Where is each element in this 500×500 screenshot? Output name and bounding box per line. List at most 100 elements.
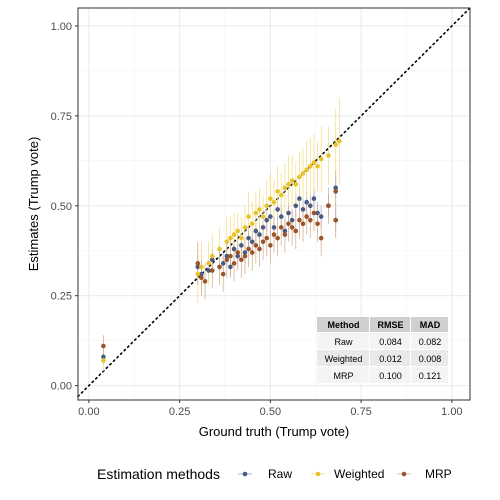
point-mrp: [286, 221, 291, 227]
point-mrp: [315, 221, 320, 227]
x-axis-title: Ground truth (Trump vote): [199, 424, 350, 439]
point-mrp: [220, 271, 226, 277]
table-cell-text: 0.084: [379, 337, 402, 347]
point-mrp: [307, 217, 313, 223]
x-tick-label: 0.75: [350, 406, 371, 418]
table-cell: [317, 333, 369, 349]
point-mrp: [333, 217, 339, 223]
point-raw: [304, 199, 309, 205]
point-weighted: [307, 163, 313, 169]
point-weighted: [246, 214, 251, 219]
x-tick-label: 0.25: [169, 406, 190, 418]
point-mrp: [195, 261, 201, 266]
table-cell-text: 0.100: [379, 371, 402, 381]
point-raw: [268, 214, 273, 219]
point-mrp: [235, 250, 241, 255]
point-weighted: [311, 160, 317, 165]
point-weighted: [268, 196, 273, 201]
point-mrp: [249, 250, 255, 255]
y-tick-label: 0.25: [51, 291, 72, 303]
point-raw: [318, 214, 324, 219]
point-weighted: [209, 253, 215, 259]
point-raw: [253, 228, 259, 234]
table-header-cell: [317, 317, 369, 332]
table-header-text: RMSE: [377, 320, 403, 330]
point-raw: [278, 214, 284, 219]
point-raw: [242, 250, 248, 255]
table-header-cell: [411, 317, 448, 332]
table-cell-text: 0.082: [419, 337, 442, 347]
point-mrp: [293, 228, 299, 234]
table-cell: [370, 367, 410, 383]
point-weighted: [199, 264, 204, 270]
table-cell: [411, 333, 448, 349]
point-raw: [228, 264, 233, 270]
point-weighted: [264, 203, 270, 209]
point-mrp: [264, 235, 270, 241]
point-weighted: [318, 156, 324, 162]
point-raw: [297, 196, 302, 201]
point-raw: [286, 210, 291, 216]
x-tick-label: 0.50: [260, 406, 281, 418]
point-weighted: [195, 271, 201, 277]
table-cell: [411, 350, 448, 366]
point-weighted: [271, 199, 277, 205]
point-mrp: [239, 257, 244, 263]
point-raw: [249, 239, 255, 245]
point-mrp: [202, 279, 208, 284]
point-weighted: [101, 358, 106, 363]
point-raw: [300, 207, 306, 212]
table-cell-text: 0.008: [419, 354, 442, 364]
table-cell: [411, 367, 448, 383]
legend-key-weighted: [315, 471, 321, 477]
legend-title: Estimation methods: [97, 466, 220, 482]
point-mrp: [297, 217, 302, 223]
point-mrp: [246, 246, 251, 252]
point-weighted: [333, 142, 339, 147]
point-weighted: [304, 167, 309, 173]
legend-label-raw: Raw: [268, 467, 292, 481]
point-weighted: [228, 235, 233, 241]
table-header-text: MAD: [420, 320, 441, 330]
point-mrp: [318, 235, 324, 241]
point-weighted: [206, 261, 211, 266]
point-raw: [257, 232, 262, 237]
point-weighted: [260, 214, 266, 219]
point-mrp: [224, 257, 230, 263]
point-weighted: [282, 185, 288, 191]
point-weighted: [297, 174, 302, 180]
point-weighted: [289, 178, 295, 183]
point-weighted: [300, 171, 306, 176]
y-tick-label: 0.75: [51, 111, 72, 123]
legend: Estimation methods Raw Weighted MRP: [97, 466, 452, 482]
point-raw: [293, 203, 299, 209]
point-weighted: [239, 235, 244, 241]
point-weighted: [249, 221, 255, 227]
point-mrp: [253, 243, 259, 248]
point-mrp: [228, 253, 233, 259]
table-cell-text: Weighted: [325, 354, 363, 364]
point-weighted: [293, 181, 299, 187]
point-raw: [271, 225, 277, 230]
point-raw: [275, 207, 280, 212]
point-mrp: [300, 221, 306, 227]
x-tick-label: 0.00: [78, 406, 99, 418]
point-mrp: [199, 275, 204, 281]
point-raw: [239, 243, 244, 248]
point-weighted: [315, 163, 320, 169]
point-mrp: [271, 232, 277, 237]
point-weighted: [326, 153, 331, 158]
point-raw: [282, 228, 288, 234]
x-tick-label: 1.00: [441, 406, 462, 418]
table-cell-text: 0.012: [379, 354, 402, 364]
point-mrp: [282, 232, 288, 237]
point-raw: [315, 210, 320, 216]
point-mrp: [333, 189, 339, 194]
point-mrp: [311, 210, 317, 216]
point-weighted: [275, 189, 280, 194]
point-raw: [224, 253, 230, 259]
point-raw: [220, 261, 226, 266]
point-mrp: [242, 253, 248, 259]
table-cell: [370, 333, 410, 349]
point-mrp: [257, 246, 262, 252]
